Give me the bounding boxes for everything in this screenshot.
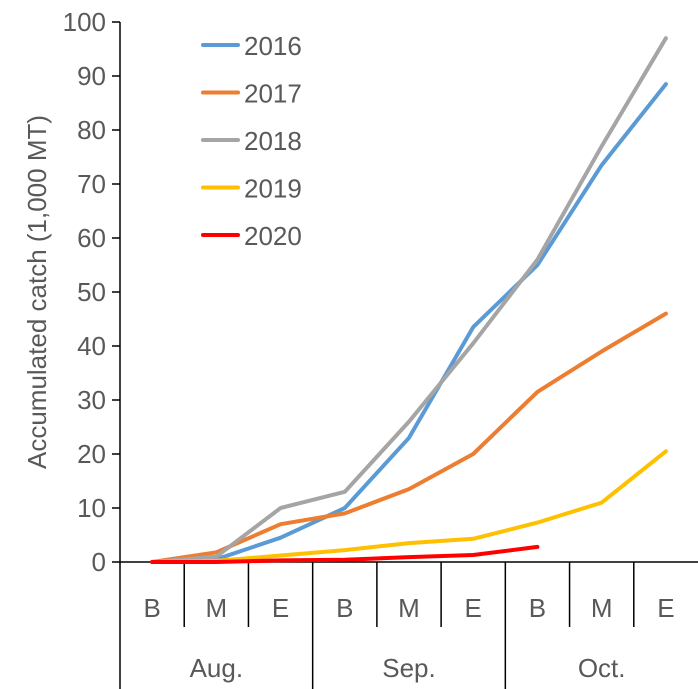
x-group-label: Oct. (578, 653, 626, 683)
y-tick-label: 60 (77, 223, 106, 253)
y-tick-label: 70 (77, 169, 106, 199)
series-line-2018 (150, 36, 668, 564)
x-category-label: B (143, 593, 160, 623)
legend: 2016 2017 2018 2019 2020 (201, 31, 302, 251)
y-tick-labels: 0 10 20 30 40 50 60 70 80 90 100 (63, 7, 120, 577)
x-category-label: E (465, 593, 482, 623)
x-axis: B M E B M E B M E Aug. Sep. Oct. (119, 561, 698, 689)
y-tick-label: 10 (77, 493, 106, 523)
legend-label-2019: 2019 (244, 174, 302, 204)
x-group-label: Aug. (190, 653, 244, 683)
legend-label-2020: 2020 (244, 221, 302, 251)
x-category-label: B (529, 593, 546, 623)
y-tick-label: 30 (77, 385, 106, 415)
y-axis: 0 10 20 30 40 50 60 70 80 90 100 (63, 7, 121, 577)
x-category-label: M (591, 593, 613, 623)
y-tick-label: 20 (77, 439, 106, 469)
series-line-2016 (150, 82, 668, 564)
x-category-label: E (272, 593, 289, 623)
series-lines (150, 36, 668, 564)
x-category-label: B (336, 593, 353, 623)
y-tick-label: 80 (77, 115, 106, 145)
y-tick-label: 100 (63, 7, 106, 37)
legend-label-2017: 2017 (244, 79, 302, 109)
y-tick-label: 90 (77, 61, 106, 91)
y-axis-title: Accumulated catch (1,000 MT) (22, 115, 52, 469)
series-line-2020 (150, 544, 540, 564)
y-tick-label: 50 (77, 277, 106, 307)
series-line-2017 (150, 311, 668, 564)
y-tick-label: 40 (77, 331, 106, 361)
x-category-label: E (657, 593, 674, 623)
x-category-label: M (205, 593, 227, 623)
x-group-label: Sep. (382, 653, 436, 683)
x-group-labels: Aug. Sep. Oct. (190, 653, 626, 683)
y-tick-label: 0 (92, 547, 106, 577)
x-category-label: M (398, 593, 420, 623)
series-line-2019 (150, 449, 668, 564)
legend-label-2018: 2018 (244, 126, 302, 156)
legend-label-2016: 2016 (244, 31, 302, 61)
